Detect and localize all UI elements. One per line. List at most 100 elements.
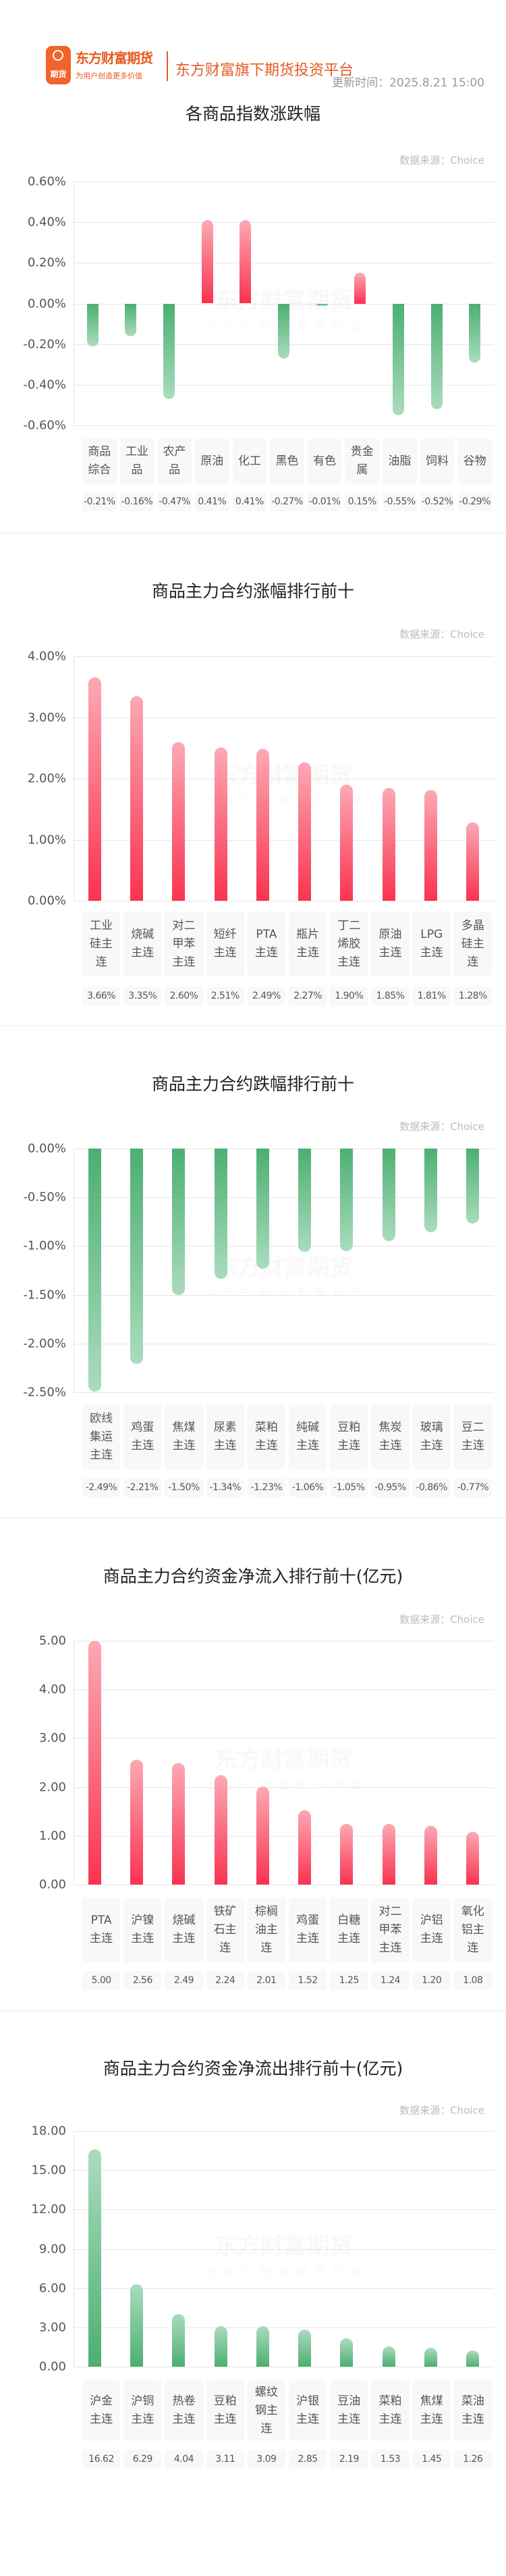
value-label: -0.77% [453,1478,492,1497]
bar-棕榈油主连 [256,1786,269,1885]
gridline [74,2170,494,2172]
y-tick-label: 6.00 [38,2281,66,2296]
category-label: 白糖主连 [330,1897,368,1962]
category-label: 豆粕主连 [330,1404,368,1469]
y-tick-label: 0.00 [38,1877,66,1892]
bar-原油 [201,220,213,304]
category-label: 纯碱主连 [289,1404,327,1469]
category-label-text: 沪镍主连 [131,1914,154,1945]
value-label: -0.52% [420,492,455,511]
value-label: 2.85 [289,2450,327,2469]
category-label-text: 菜粕主连 [378,2394,402,2426]
bar-豆油主连 [340,2338,354,2367]
chart-title: 商品主力合约跌幅排行前十 [151,1074,354,1094]
value-label: 2.24 [206,1971,244,1990]
value-label: 1.24 [371,1971,410,1990]
y-tick-label: 3.00 [38,2320,66,2335]
value-label: -2.21% [123,1478,162,1497]
bar-谷物 [469,303,481,363]
category-label-text: 油脂 [388,454,412,468]
category-label: 瓶片主连 [289,912,327,976]
bar-丁二烯胶主连 [340,785,354,901]
category-label-text: 对二甲苯主连 [378,1904,402,1955]
gridline [74,2288,494,2289]
bar-欧线集运主连 [88,1149,101,1392]
category-label: 化工 [232,438,267,484]
bar-对二甲苯主连 [172,741,186,901]
logo-emblem-icon [53,50,63,61]
y-tick-label: 0.40% [27,215,66,230]
category-label: 沪镍主连 [123,1897,162,1962]
category-label-text: 原油主连 [378,928,402,960]
bar-氧化铝主连 [466,1832,480,1885]
category-label-text: 有色 [313,454,337,468]
update-time: 更新时间：2025.8.21 15:00 [332,76,484,90]
value-label: -1.05% [330,1478,368,1497]
category-label: 多晶硅主连 [453,912,492,976]
y-tick-label: -0.60% [23,418,66,433]
gridline [74,1738,494,1739]
y-tick-label: 3.00 [38,1731,66,1745]
gridline [74,2249,494,2250]
category-label: 丁二烯胶主连 [330,912,368,976]
bar-多晶硅主连 [466,822,480,901]
bar-瓶片主连 [298,762,312,901]
category-label: 商品综合 [82,438,117,484]
bar-豆粕主连 [214,2325,227,2367]
category-label: 欧线集运主连 [82,1404,121,1469]
category-label: 工业品 [119,438,154,484]
y-tick-label: 0.60% [27,174,66,189]
category-label-text: 沪金主连 [90,2394,113,2426]
value-label: 2.60% [165,987,203,1005]
bar-豆二主连 [466,1149,480,1224]
category-label: 热卷主连 [165,2380,203,2441]
category-label-text: 黑色 [275,454,299,468]
bar-焦炭主连 [382,1149,395,1242]
category-label-text: 铁矿石主连 [213,1904,237,1955]
value-label: 0.15% [345,492,380,511]
y-tick-label: 1.00% [27,833,66,847]
y-tick-label: 15.00 [31,2163,66,2178]
value-label: 1.20 [412,1971,451,1990]
gridline [74,656,494,657]
value-label: 2.51% [206,987,244,1005]
category-label: 菜粕主连 [371,2380,410,2441]
bar-PTA主连 [88,1641,101,1885]
bar-玻璃主连 [424,1149,438,1233]
brand-slogan: 为用户创造更多价值 [76,72,142,80]
category-label: 沪金主连 [82,2380,121,2441]
category-label-text: 沪铜主连 [131,2394,154,2426]
bar-鸡蛋主连 [298,1810,312,1885]
category-label-text: 瓶片主连 [296,928,320,960]
bar-螺纹钢主连 [256,2326,269,2367]
value-label: 2.56 [123,1971,162,1990]
y-tick-label: -1.00% [23,1238,66,1253]
chart-title: 商品主力合约资金净流入排行前十(亿元) [103,1567,403,1586]
gridline [74,1392,494,1393]
gridline [74,1294,494,1296]
category-label: 焦煤主连 [412,2380,451,2441]
bar-豆粕主连 [340,1149,354,1251]
category-label: 尿素主连 [206,1404,244,1469]
bar-贵金属 [354,273,366,304]
category-label: 有色 [307,438,342,484]
value-label: 3.35% [123,987,162,1005]
gridline [74,222,494,224]
chart-title: 商品主力合约资金净流出排行前十(亿元) [103,2059,403,2078]
gridline [74,2209,494,2211]
category-label: 原油 [194,438,229,484]
value-label: -0.29% [457,492,492,511]
category-label-text: 白糖主连 [337,1914,361,1945]
category-label-text: LPG主连 [420,928,443,960]
category-label-text: 原油 [200,454,224,468]
category-label-text: 农产品 [163,445,186,477]
category-label: 氧化铝主连 [453,1897,492,1962]
category-label-text: 焦煤主连 [172,1421,196,1452]
category-label-text: 豆油主连 [337,2394,361,2426]
category-label: 鸡蛋主连 [289,1897,327,1962]
value-label: 4.04 [165,2450,203,2469]
watermark-logo: 东方财富期货 [215,762,352,789]
category-label-text: 豆粕主连 [337,1421,361,1452]
value-label: 1.25 [330,1971,368,1990]
bar-焦煤主连 [172,1149,186,1295]
